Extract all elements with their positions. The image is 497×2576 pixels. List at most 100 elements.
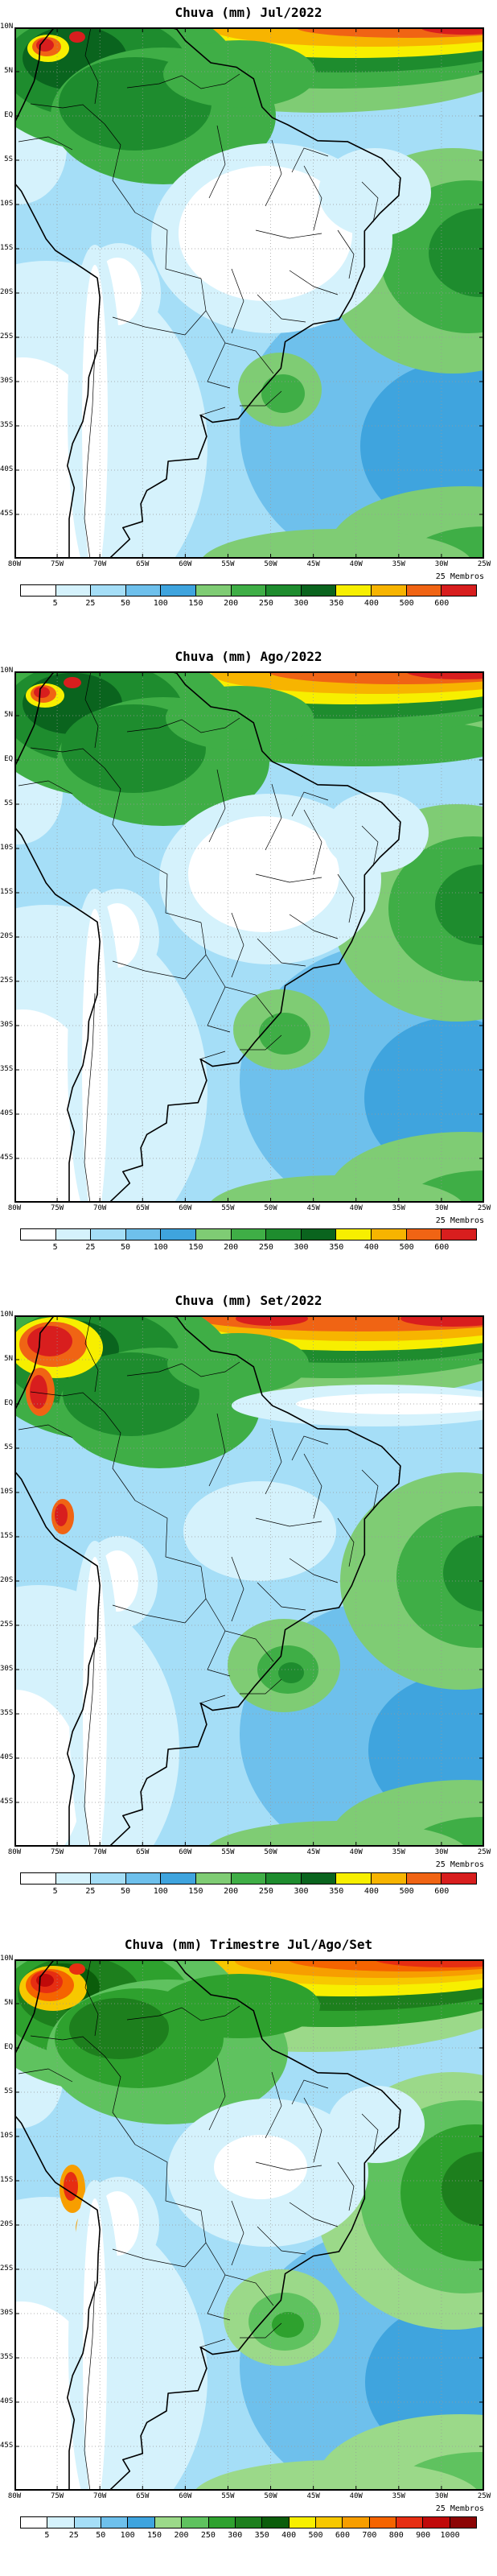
border-line [84, 1315, 99, 1393]
border-line [265, 1427, 282, 1495]
border-line [84, 27, 99, 105]
precip-blob [34, 687, 50, 698]
colorbar-segment [405, 1228, 442, 1241]
lon-tick-label: 70W [93, 2492, 107, 2500]
lon-tick-label: 35W [392, 1848, 405, 1856]
lon-tick-label: 40W [349, 2492, 363, 2500]
map-frame [14, 671, 484, 1203]
colorbar-tick-label: 500 [399, 1887, 414, 1896]
border-line [205, 1598, 274, 1662]
border-line [84, 1637, 96, 1847]
border-line [126, 1361, 240, 1377]
border-line [134, 1500, 202, 1567]
colorbar-segment [396, 2516, 424, 2529]
colorbar-tick-label: 400 [281, 2531, 297, 2540]
colorbar-tick-label: 250 [258, 1887, 273, 1896]
border-line [337, 229, 355, 279]
colorbar-tick-label: 250 [258, 1243, 273, 1252]
colorbar-segment [422, 2516, 450, 2529]
lon-tick-label: 35W [392, 2492, 405, 2500]
precip-blob [183, 1481, 336, 1581]
precip-blob [82, 265, 108, 559]
precip-field [14, 1959, 484, 2491]
precip-blob [179, 166, 352, 301]
colorbar-segment [55, 584, 92, 597]
coastline [14, 1959, 401, 2491]
colorbar-tick-label: 50 [96, 2531, 106, 2540]
colorbar-segment [20, 584, 56, 597]
colorbar-segment [73, 2516, 102, 2529]
map [14, 1959, 484, 2491]
border-line [134, 856, 202, 923]
border-line [134, 212, 202, 279]
colorbar-tick-label: 500 [308, 2531, 323, 2540]
border-line [207, 986, 231, 1033]
lon-tick-label: 60W [179, 560, 192, 568]
lon-tick-label: 30W [434, 560, 449, 568]
colorbar-tick-label: 5 [52, 1243, 58, 1252]
colorbar-segment [441, 1228, 477, 1241]
precip-blob [328, 2086, 425, 2163]
border-line [112, 2210, 207, 2268]
lat-tick-label: 25S [0, 2264, 14, 2273]
colorbar-segment [195, 584, 232, 597]
lat-tick-label: 20S [0, 2220, 14, 2228]
precip-map-svg [14, 671, 484, 1203]
panel-title: Chuva (mm) Trimestre Jul/Ago/Set [124, 1937, 373, 1952]
lat-tick-label: 45S [0, 510, 14, 518]
lat-tick-label: EQ [4, 2043, 13, 2051]
lon-tick-label: 50W [264, 1848, 277, 1856]
border-line [257, 294, 306, 323]
colorbar-tick-label: 150 [188, 599, 203, 608]
colorbar-segment [160, 1872, 197, 1885]
border-line [265, 139, 282, 207]
lat-tick-label: 15S [0, 1532, 14, 1540]
precip-blob [14, 1690, 83, 1847]
lon-tick-label: 75W [50, 560, 64, 568]
lon-tick-label: 25W [477, 1848, 491, 1856]
colorbar-tick-label: 500 [399, 1243, 414, 1252]
panel-ago: Chuva (mm) Ago/2022 25 Membros 5 25 50 100 1… [0, 644, 497, 1288]
border-line [84, 349, 96, 559]
precip-blob [83, 2198, 107, 2491]
colorbar-tick-label: 900 [416, 2531, 431, 2540]
colorbar-tick-label: 5 [44, 2531, 50, 2540]
colorbar-segment [368, 2516, 397, 2529]
lat-tick-label: 35S [0, 2353, 14, 2361]
panel-title: Chuva (mm) Ago/2022 [175, 649, 322, 664]
colorbar-segment [335, 584, 372, 597]
colorbar-tick-label: 200 [224, 1887, 239, 1896]
lat-tick-label: 40S [0, 1109, 14, 1117]
border-line [255, 873, 322, 883]
border-line [207, 1630, 231, 1677]
lon-tick-label: 55W [221, 1848, 235, 1856]
members-label: 25 Membros [435, 572, 484, 581]
precip-blob [36, 39, 54, 52]
colorbar-tick-label: 5 [52, 1887, 58, 1896]
colorbar-segment [230, 1872, 267, 1885]
precip-map-svg [14, 1315, 484, 1847]
lat-tick-label: 30S [0, 377, 14, 385]
colorbar-segment [90, 1872, 126, 1885]
lat-tick-label: 30S [0, 2309, 14, 2317]
precip-blob [69, 1963, 85, 1975]
colorbar-tick-label: 25 [85, 599, 96, 608]
colorbar-segment [371, 1872, 407, 1885]
colorbar-tick-label: 700 [362, 2531, 377, 2540]
border-line [208, 2057, 226, 2131]
lon-tick-label: 55W [221, 2492, 235, 2500]
colorbar-tick-label: 150 [188, 1243, 203, 1252]
border-line [104, 2055, 136, 2145]
grid-lines [14, 27, 484, 559]
border-line [303, 165, 322, 231]
precip-blob [296, 1393, 484, 1414]
border-line [231, 2200, 244, 2266]
lat-tick-label: 5N [4, 1355, 13, 1363]
border-line [104, 123, 136, 213]
lat-tick-label: 10S [0, 1488, 14, 1496]
lon-tick-label: 25W [477, 560, 491, 568]
colorbar-segment [265, 1228, 302, 1241]
lat-tick-label: 10N [0, 23, 14, 31]
colorbar-segment [101, 2516, 129, 2529]
border-line [240, 390, 282, 407]
